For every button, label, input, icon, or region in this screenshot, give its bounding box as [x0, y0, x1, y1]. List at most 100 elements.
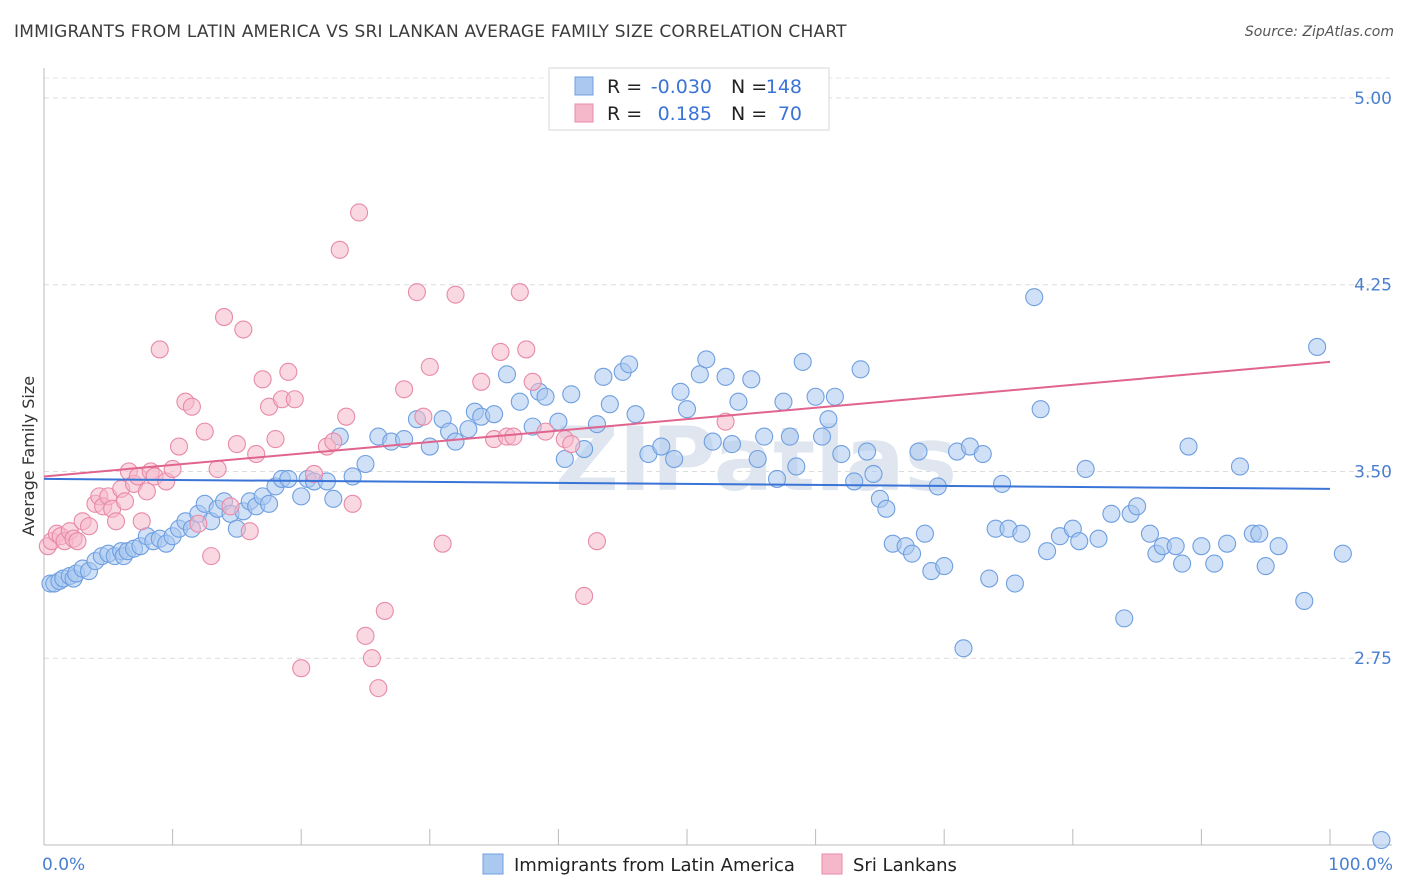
sri-lankan-point [305, 464, 324, 484]
sri-lankan-point [132, 512, 151, 531]
legend-swatch [574, 103, 594, 123]
sri-lankan-point [350, 203, 369, 222]
sri-lankan-point [356, 626, 375, 645]
latin-america-point [600, 395, 619, 414]
latin-america-point [510, 392, 529, 411]
latin-america-point [497, 365, 517, 384]
latin-america-point [748, 449, 767, 469]
bottom-legend-label: Sri Lankans [853, 855, 957, 876]
latin-america-point [446, 432, 465, 451]
latin-america-point [485, 405, 504, 424]
sri-lankan-point [446, 285, 465, 304]
sri-lankan-point [279, 362, 298, 381]
bottom-legend: Immigrants from Latin America Sri Lankans [482, 853, 957, 876]
latin-america-point [690, 365, 709, 384]
axes [43, 68, 1392, 846]
latin-america-point [857, 442, 877, 461]
legend-swatch [574, 76, 594, 96]
sri-lankan-point [337, 407, 356, 426]
latin-america-point [909, 442, 928, 461]
latin-america-point [562, 385, 581, 404]
latin-america-point [845, 472, 864, 491]
latin-america-point [787, 457, 806, 476]
sri-lankan-point [115, 492, 135, 511]
latin-america-point [1372, 830, 1391, 850]
legend-box [548, 67, 830, 131]
sri-lankan-point [362, 649, 381, 668]
latin-america-point [1031, 400, 1050, 419]
latin-america-point [671, 382, 690, 401]
sri-lankan-point [214, 308, 234, 327]
latin-america-point [356, 454, 375, 474]
sri-lankan-point [202, 547, 221, 566]
latin-america-point [767, 469, 787, 488]
chart-title: IMMIGRANTS FROM LATIN AMERICA VS SRI LAN… [14, 22, 847, 42]
latin-america-point [1140, 524, 1160, 543]
latin-america-point [324, 489, 343, 508]
latin-america-point [851, 360, 870, 379]
sri-lankan-point [324, 432, 343, 451]
latin-america-point [819, 410, 838, 429]
y-axis-title: Average Family Size [19, 376, 38, 536]
latin-america-point [1089, 529, 1108, 548]
legend-r-value: 0.185 [658, 103, 712, 125]
latin-america-point [1173, 554, 1192, 573]
source-label: Source: ZipAtlas.com [1244, 24, 1394, 40]
latin-america-point [1038, 542, 1057, 561]
latin-america-point [697, 350, 716, 369]
latin-america-point [774, 392, 793, 411]
latin-america-point [620, 355, 639, 374]
latin-america-point [1295, 591, 1314, 611]
latin-america-point [1333, 544, 1352, 563]
sri-lankan-point [266, 430, 285, 449]
latin-america-point [1308, 337, 1327, 356]
latin-america-point [832, 444, 851, 464]
latin-america-point [587, 415, 607, 434]
sri-lankan-point [395, 380, 414, 399]
x-tick-label-start: 0.0% [42, 855, 85, 875]
tick-labels: 2.75 3.50 4.25 5.00 0.0% 100.0% [42, 89, 1393, 875]
y-tick-label: 5.00 [1354, 89, 1392, 109]
latin-america-point [703, 432, 722, 451]
sri-lankan-point [343, 494, 362, 513]
latin-america-point [555, 449, 574, 469]
sri-lankan-point [472, 372, 491, 391]
latin-america-point [1218, 534, 1237, 553]
grid-lines [44, 77, 1392, 659]
latin-america-point [1005, 574, 1024, 593]
latin-america-point [1230, 457, 1250, 476]
latin-america-point [825, 387, 844, 406]
latin-america-point [1256, 557, 1275, 576]
sri-lankan-point [163, 459, 182, 479]
latin-america-point [993, 474, 1012, 493]
y-tick-label: 2.75 [1354, 649, 1392, 669]
x-tick-label-end: 100.0% [1328, 855, 1393, 875]
sri-lankan-point [169, 437, 189, 456]
legend-r-label: R = [607, 103, 642, 125]
latin-america-point [973, 444, 992, 464]
latin-america-point [1070, 532, 1089, 551]
latin-america-point [935, 557, 954, 576]
latin-america-point [1205, 554, 1224, 573]
sri-lankan-point [106, 512, 126, 531]
sri-lankan-point [562, 435, 581, 454]
sri-lankan-point [433, 534, 452, 553]
latin-america-point [1025, 288, 1044, 307]
sri-lankan-point [716, 412, 735, 431]
latin-america-point [1192, 537, 1211, 556]
sri-lankan-point [240, 522, 259, 541]
latin-america-point [536, 387, 555, 406]
latin-america-point [806, 387, 825, 406]
latin-america-point [1115, 609, 1134, 628]
sri-lankan-point [208, 459, 227, 479]
latin-america-point [1166, 537, 1185, 556]
y-tick-label: 4.25 [1354, 276, 1392, 296]
latin-america-point [812, 427, 832, 446]
sri-lankan-point [285, 390, 304, 409]
latin-america-point [652, 437, 671, 456]
sri-lankan-point [137, 482, 156, 501]
latin-america-point [742, 370, 761, 389]
legend-n-label: N = [731, 76, 767, 98]
